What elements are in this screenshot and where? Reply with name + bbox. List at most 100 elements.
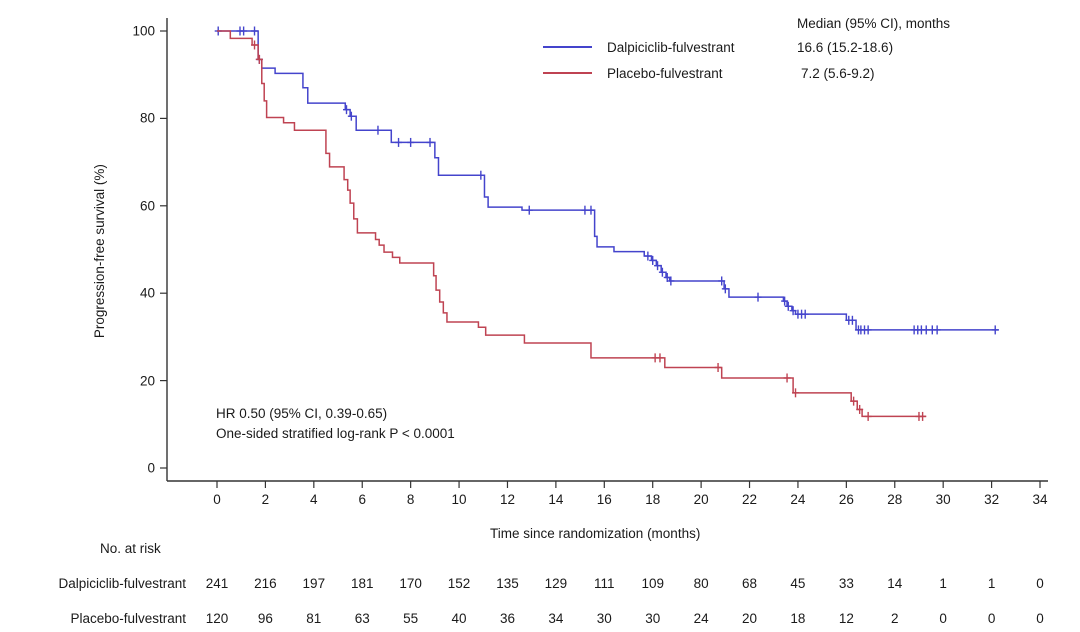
risk-count: 40 bbox=[451, 611, 467, 626]
censor-mark bbox=[587, 205, 595, 215]
risk-count: 68 bbox=[742, 576, 758, 591]
legend-label-placebo: Placebo-fulvestrant bbox=[607, 66, 723, 81]
censor-mark bbox=[347, 111, 355, 121]
risk-count: 18 bbox=[790, 611, 806, 626]
risk-count: 34 bbox=[548, 611, 564, 626]
risk-count: 81 bbox=[306, 611, 322, 626]
risk-row-counts-dalpiciclib: 241 216 197 181 170 152 135 129 111 109 80 68 45 33 14… bbox=[0, 576, 1080, 594]
censor-mark bbox=[783, 373, 791, 383]
risk-count: 33 bbox=[838, 576, 854, 591]
legend-median-placebo: 7.2 (5.6-9.2) bbox=[801, 66, 875, 81]
censor-mark bbox=[933, 325, 941, 335]
censor-mark bbox=[848, 315, 856, 325]
risk-count: 111 bbox=[594, 576, 615, 591]
censor-mark bbox=[525, 205, 533, 215]
censor-mark bbox=[667, 276, 675, 286]
legend-label-dalpiciclib: Dalpiciclib-fulvestrant bbox=[607, 40, 735, 55]
censor-mark bbox=[251, 40, 259, 50]
censor-mark bbox=[663, 272, 671, 282]
risk-count: 30 bbox=[596, 611, 612, 626]
series-line-placebo-fulvestrant bbox=[217, 30, 927, 418]
risk-count: 24 bbox=[693, 611, 709, 626]
censor-mark bbox=[789, 306, 797, 316]
x-tick-label-0: 0 bbox=[213, 492, 221, 507]
censor-mark bbox=[922, 325, 930, 335]
y-tick-label-40: 40 bbox=[139, 285, 155, 301]
censor-mark bbox=[407, 137, 415, 147]
censor-mark bbox=[656, 353, 664, 363]
x-tick-label-24: 24 bbox=[790, 492, 806, 507]
censor-mark bbox=[374, 125, 382, 135]
hr-annotation-line2: One-sided stratified log-rank P < 0.0001 bbox=[216, 426, 455, 441]
risk-count: 45 bbox=[790, 576, 806, 591]
risk-count: 120 bbox=[205, 611, 229, 626]
hr-annotation-line1: HR 0.50 (95% CI, 0.39-0.65) bbox=[216, 406, 388, 421]
x-axis-title: Time since randomization (months) bbox=[490, 526, 701, 541]
x-tick-label-30: 30 bbox=[935, 492, 951, 507]
risk-count: 1 bbox=[987, 576, 996, 591]
y-tick-label-80: 80 bbox=[139, 110, 155, 126]
risk-count: 170 bbox=[399, 576, 422, 591]
censor-mark bbox=[754, 292, 762, 302]
censor-mark bbox=[850, 396, 858, 406]
censor-mark bbox=[343, 105, 351, 115]
censor-mark bbox=[240, 26, 248, 36]
risk-count: 20 bbox=[742, 611, 758, 626]
x-tick-label-34: 34 bbox=[1032, 492, 1048, 507]
risk-count: 55 bbox=[403, 611, 419, 626]
censor-mark bbox=[658, 267, 666, 277]
risk-count: 129 bbox=[544, 576, 568, 591]
risk-row-label-dalpiciclib: Dalpiciclib-fulvestrant bbox=[58, 576, 186, 591]
censor-mark bbox=[644, 251, 652, 261]
x-tick-label-4: 4 bbox=[310, 492, 318, 507]
censor-mark bbox=[654, 261, 662, 271]
y-tick-labels: 0 20 40 60 80 100 bbox=[0, 0, 160, 520]
risk-count: 96 bbox=[257, 611, 273, 626]
censor-mark bbox=[649, 255, 657, 265]
x-tick-label-26: 26 bbox=[838, 492, 854, 507]
risk-count: 0 bbox=[987, 611, 996, 626]
x-tick-label-14: 14 bbox=[548, 492, 564, 507]
censor-mark bbox=[251, 26, 259, 36]
risk-count: 135 bbox=[496, 576, 519, 591]
x-tick-labels: 0 2 4 6 8 10 12 14 16 18 20 22 24 26 28 30 32 34 bbox=[0, 492, 1080, 510]
censor-mark bbox=[784, 301, 792, 311]
risk-count: 2 bbox=[891, 611, 899, 626]
risk-count: 0 bbox=[1036, 576, 1044, 591]
risk-count: 80 bbox=[693, 576, 709, 591]
legend-swatch-dalpiciclib bbox=[543, 46, 592, 48]
x-tick-label-16: 16 bbox=[596, 492, 612, 507]
censor-mark bbox=[792, 388, 800, 398]
censor-mark bbox=[856, 404, 864, 414]
risk-count: 0 bbox=[939, 611, 947, 626]
risk-count: 12 bbox=[838, 611, 854, 626]
y-tick-label-100: 100 bbox=[132, 23, 155, 39]
x-tick-label-8: 8 bbox=[406, 492, 415, 507]
risk-count: 181 bbox=[350, 576, 374, 591]
risk-count: 109 bbox=[641, 576, 664, 591]
censor-mark bbox=[991, 325, 999, 335]
censor-mark bbox=[919, 411, 927, 421]
x-tick-label-28: 28 bbox=[887, 492, 903, 507]
x-tick-label-22: 22 bbox=[742, 492, 758, 507]
censor-mark bbox=[801, 309, 809, 319]
x-tick-label-10: 10 bbox=[451, 492, 467, 507]
censor-mark bbox=[255, 54, 263, 64]
risk-count: 216 bbox=[254, 576, 277, 591]
censor-mark bbox=[395, 137, 403, 147]
x-tick-label-18: 18 bbox=[645, 492, 661, 507]
y-tick-label-20: 20 bbox=[139, 373, 155, 389]
censor-mark bbox=[864, 411, 872, 421]
risk-count: 14 bbox=[887, 576, 903, 591]
risk-count: 36 bbox=[499, 611, 515, 626]
legend-swatch-placebo bbox=[543, 72, 592, 74]
legend-median-dalpiciclib: 16.6 (15.2-18.6) bbox=[797, 40, 894, 55]
censor-mark bbox=[864, 325, 872, 335]
x-tick-label-32: 32 bbox=[984, 492, 1000, 507]
risk-count: 152 bbox=[447, 576, 471, 591]
legend-median-header: Median (95% CI), months bbox=[797, 16, 951, 31]
censor-mark bbox=[721, 284, 729, 294]
y-tick-label-60: 60 bbox=[139, 198, 155, 214]
